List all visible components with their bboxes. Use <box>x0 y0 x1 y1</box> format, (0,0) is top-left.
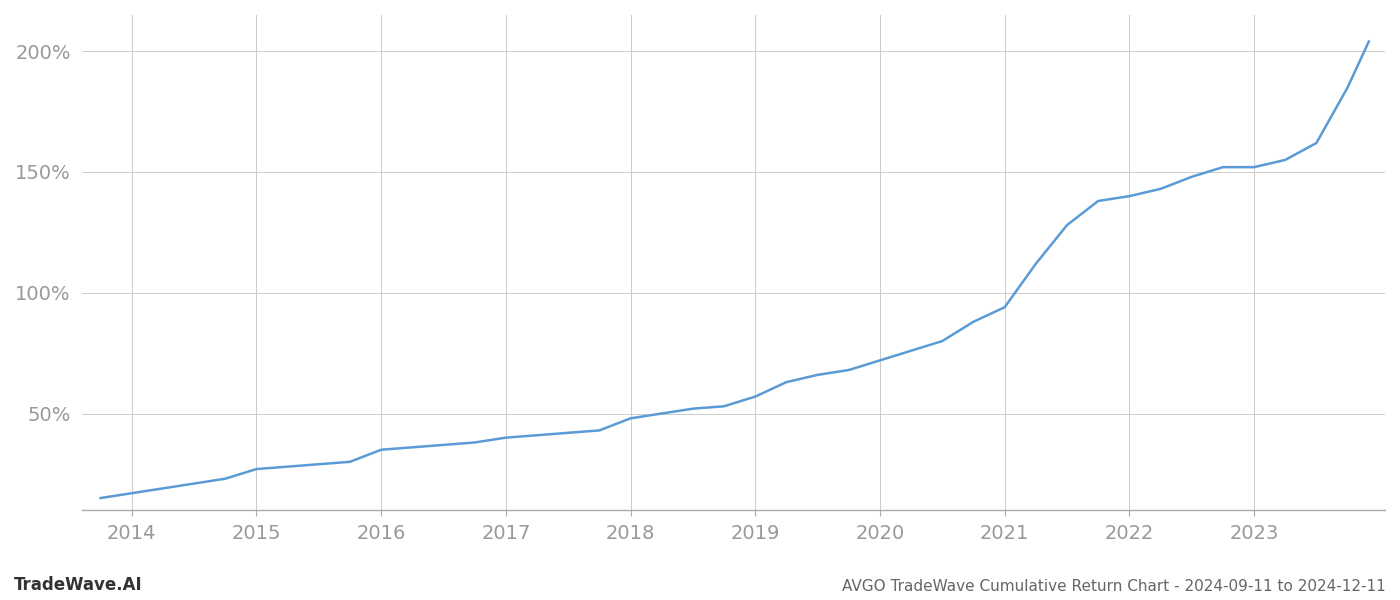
Text: AVGO TradeWave Cumulative Return Chart - 2024-09-11 to 2024-12-11: AVGO TradeWave Cumulative Return Chart -… <box>843 579 1386 594</box>
Text: TradeWave.AI: TradeWave.AI <box>14 576 143 594</box>
